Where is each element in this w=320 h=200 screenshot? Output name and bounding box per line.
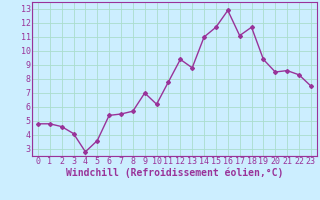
X-axis label: Windchill (Refroidissement éolien,°C): Windchill (Refroidissement éolien,°C) xyxy=(66,168,283,178)
